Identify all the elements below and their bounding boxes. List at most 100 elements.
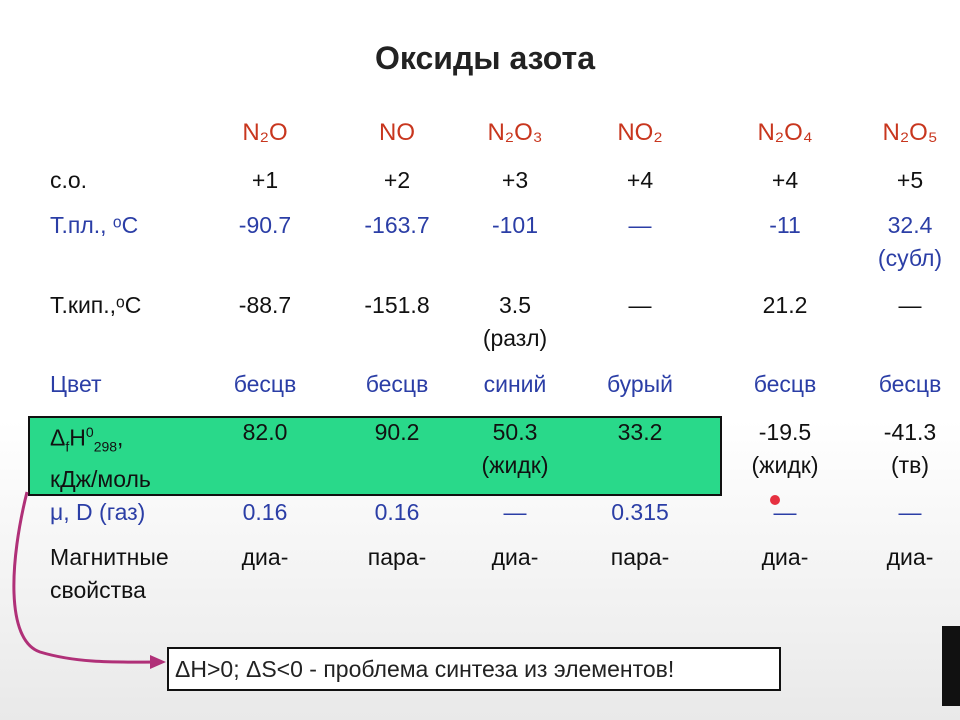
text-line: N₂O xyxy=(242,119,288,146)
cell: +1 xyxy=(252,164,278,197)
cell: — xyxy=(774,496,797,529)
row-label: Т.кип.,ᵒС xyxy=(50,289,141,322)
text-line: NO xyxy=(379,119,415,146)
cell: бурый xyxy=(607,368,673,401)
cell: пара- xyxy=(368,541,427,574)
text-line: синий xyxy=(483,371,547,397)
cell: -163.7 xyxy=(364,209,429,242)
row-label: Цвет xyxy=(50,368,102,401)
text-line: свойства xyxy=(50,577,146,603)
cell: — xyxy=(629,289,652,322)
text-line: Цвет xyxy=(50,371,102,397)
text-line: 0.16 xyxy=(374,499,420,525)
cell: 3.5 (разл) xyxy=(483,289,547,355)
cell: — xyxy=(899,289,922,322)
text-line: 33.2 xyxy=(617,419,663,445)
text-line: кДж/моль xyxy=(50,466,151,493)
cell: +5 xyxy=(897,164,923,197)
cell: 82.0 xyxy=(243,416,288,449)
cell: 50.3 (жидк) xyxy=(481,416,548,482)
text-line: Т.пл., ᵒС xyxy=(50,212,139,238)
cell: диа- xyxy=(887,541,934,574)
row-label: с.о. xyxy=(50,164,87,197)
text-line: диа- xyxy=(491,544,539,570)
text-line: 3.5 xyxy=(499,292,531,318)
row-label: ΔfH0298, кДж/моль xyxy=(50,416,151,496)
cell: -11 xyxy=(769,209,801,242)
text-line: +5 xyxy=(896,167,924,193)
text-line: +4 xyxy=(626,167,654,193)
text-part: f xyxy=(65,438,70,455)
cell: +4 xyxy=(627,164,653,197)
text-line: +3 xyxy=(501,167,529,193)
cell: 33.2 xyxy=(618,416,663,449)
cell: -101 xyxy=(492,209,538,242)
text-line: -151.8 xyxy=(364,292,430,318)
text-line: бесцв xyxy=(365,371,429,397)
cell: 0.16 xyxy=(375,496,420,529)
cell: бесцв xyxy=(879,368,942,401)
green-box xyxy=(28,416,722,496)
text-line: пара- xyxy=(367,544,427,570)
column-header: NO xyxy=(379,116,415,149)
text-line: -101 xyxy=(491,212,539,238)
footnote: ΔH>0; ΔS<0 - проблема синтеза из элемент… xyxy=(167,647,781,691)
text-part: H xyxy=(69,424,86,451)
text-line: -41.3 xyxy=(883,419,937,445)
cell: — xyxy=(629,209,652,242)
text-line: +1 xyxy=(251,167,279,193)
text-line: (разл) xyxy=(482,325,548,351)
text-line: ΔfH0298, xyxy=(50,416,151,463)
cell: -90.7 xyxy=(239,209,291,242)
column-header: N₂O xyxy=(242,116,287,149)
text-line: N₂O₃ xyxy=(487,119,543,146)
text-line: μ, D (газ) xyxy=(50,499,146,525)
text-line: пара- xyxy=(610,544,670,570)
cell: -88.7 xyxy=(239,289,291,322)
title: Оксиды азота xyxy=(375,40,595,76)
text-line: (жидк) xyxy=(481,452,549,478)
text-line: диа- xyxy=(886,544,934,570)
text-line: бесцв xyxy=(753,371,817,397)
cell: 0.16 xyxy=(243,496,288,529)
text-line: 90.2 xyxy=(374,419,420,445)
cell: 32.4 (субл) xyxy=(878,209,942,275)
text-line: N₂O₄ xyxy=(757,119,813,146)
cell: +3 xyxy=(502,164,528,197)
text-line: +2 xyxy=(383,167,411,193)
text-line: -90.7 xyxy=(238,212,292,238)
text-line: (тв) xyxy=(890,452,930,478)
text-line: — xyxy=(628,292,652,318)
text-line: Т.кип.,ᵒС xyxy=(50,292,142,318)
cell: пара- xyxy=(611,541,670,574)
text-line: NO₂ xyxy=(617,119,663,146)
text-line: 50.3 xyxy=(492,419,538,445)
text-line: 32.4 xyxy=(887,212,933,238)
text-line: -88.7 xyxy=(238,292,292,318)
text-line: — xyxy=(898,292,922,318)
cell: бесцв xyxy=(234,368,297,401)
text-line: +4 xyxy=(771,167,799,193)
column-header: N₂O₃ xyxy=(487,116,542,149)
text-line: Магнитные xyxy=(50,544,169,570)
cell: +2 xyxy=(384,164,410,197)
cell: 21.2 xyxy=(763,289,808,322)
text-line: -11 xyxy=(769,212,801,238)
cell: бесцв xyxy=(754,368,817,401)
text-line: 0.16 xyxy=(242,499,288,525)
text-line: — xyxy=(773,499,797,525)
cell: диа- xyxy=(492,541,539,574)
text-line: N₂O₅ xyxy=(882,119,938,146)
cell: 90.2 xyxy=(375,416,420,449)
row-label: μ, D (газ) xyxy=(50,496,145,529)
cell: 0.315 xyxy=(611,496,669,529)
text-line: -163.7 xyxy=(364,212,430,238)
text-line: — xyxy=(898,499,922,525)
cell: -41.3 (тв) xyxy=(884,416,936,482)
row-label: Т.пл., ᵒС xyxy=(50,209,138,242)
cell: +4 xyxy=(772,164,798,197)
cell: -151.8 xyxy=(364,289,429,322)
text-line: (субл) xyxy=(877,245,943,271)
